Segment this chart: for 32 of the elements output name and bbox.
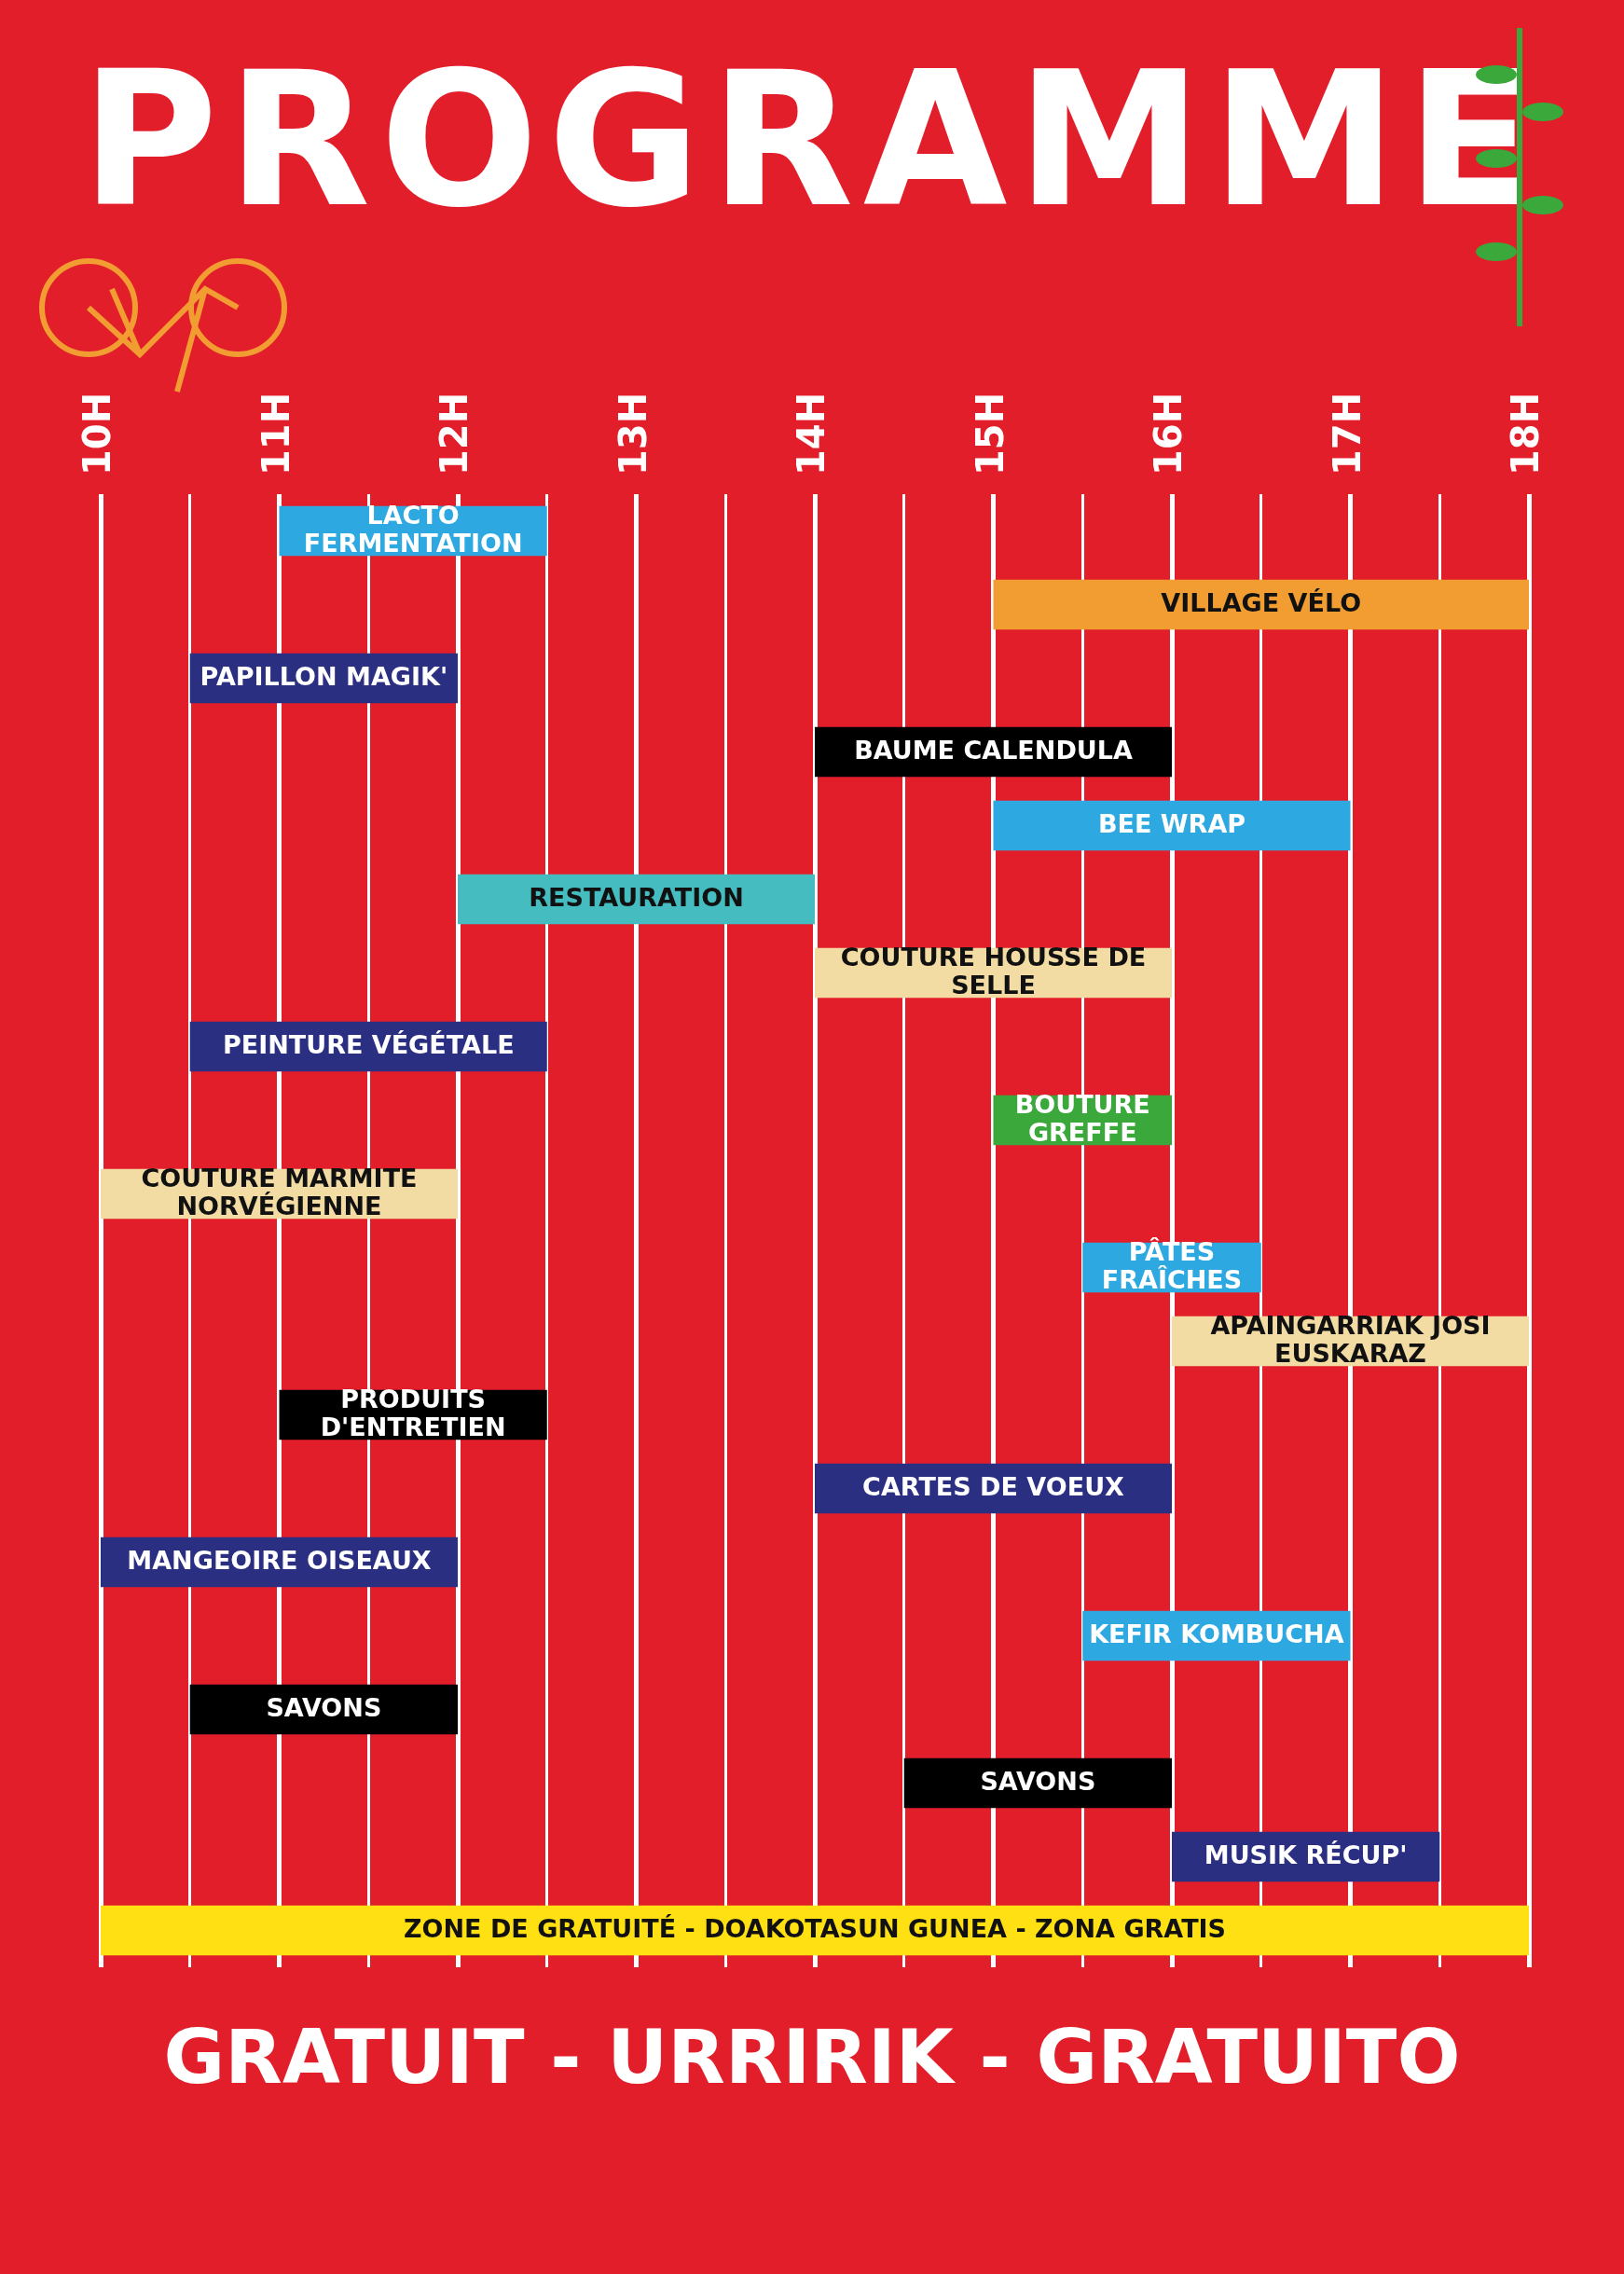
- y-tick-label: LACTO FERMENTATION: [303, 500, 523, 558]
- chart-title: PROGRAMME: [79, 31, 1545, 248]
- x-tick-label: 10H: [76, 392, 119, 475]
- y-tick-label: MANGEOIRE OISEAUX: [127, 1545, 432, 1575]
- x-tick-label: 16H: [1147, 392, 1190, 475]
- y-tick-label: COUTURE MARMITE NORVÉGIENNE: [141, 1163, 418, 1220]
- y-tick-label: BAUME CALENDULA: [854, 735, 1133, 765]
- y-tick-label: APAINGARRIAK JOSI EUSKARAZ: [1210, 1310, 1491, 1368]
- x-tick-label: 13H: [611, 392, 654, 475]
- y-tick-label: MUSIK RÉCUP': [1204, 1840, 1408, 1869]
- y-tick-label: PRODUITS D'ENTRETIEN: [320, 1384, 506, 1441]
- y-tick-label: SAVONS: [980, 1766, 1096, 1796]
- y-tick-label: SAVONS: [266, 1692, 382, 1722]
- x-tick-label: 18H: [1504, 392, 1548, 475]
- y-tick-label: BOUTURE GREFFE: [1014, 1089, 1150, 1147]
- x-tick-label: 15H: [968, 392, 1012, 475]
- y-tick-label: ZONE DE GRATUITÉ - DOAKOTASUN GUNEA - ZONA GRATIS: [403, 1913, 1227, 1943]
- bar: [993, 579, 1529, 630]
- y-tick-label: RESTAURATION: [529, 882, 744, 912]
- x-tick-label: 14H: [790, 392, 833, 475]
- y-tick-label: PEINTURE VÉGÉTALE: [222, 1029, 515, 1059]
- y-tick-label: CARTES DE VOEUX: [862, 1471, 1125, 1501]
- y-tick-label: PAPILLON MAGIK': [200, 661, 448, 691]
- text: GRATUIT - URRIRIK - GRATUITO: [162, 2014, 1462, 2101]
- y-tick-label: VILLAGE VÉLO: [1161, 587, 1362, 617]
- x-tick-label: 17H: [1325, 392, 1369, 475]
- y-tick-label: COUTURE HOUSSE DE SELLE: [840, 942, 1147, 999]
- x-tick-label: 12H: [433, 392, 476, 475]
- y-tick-label: BEE WRAP: [1097, 808, 1246, 838]
- y-tick-label: KEFIR KOMBUCHA: [1089, 1619, 1344, 1648]
- x-tick-label: 11H: [254, 392, 297, 475]
- y-tick-label: PÂTES FRAÎCHES: [1101, 1236, 1243, 1294]
